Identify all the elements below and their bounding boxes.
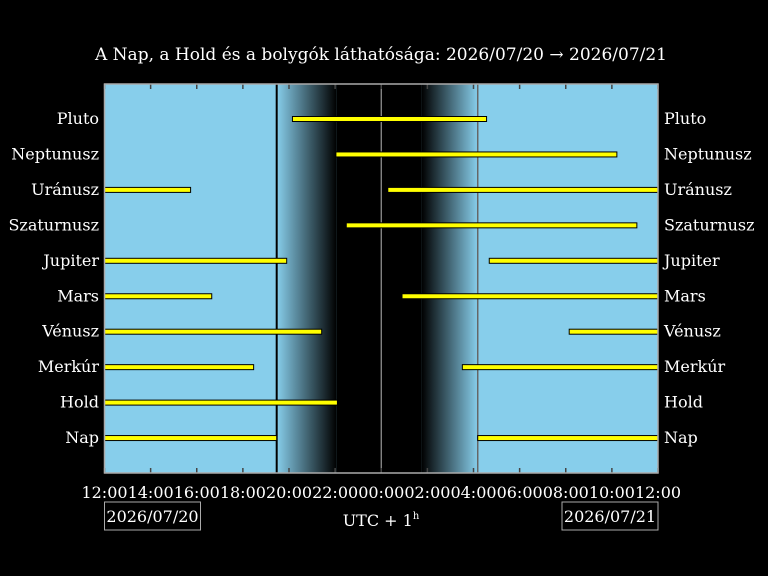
visibility-bar-Mars (401, 293, 659, 300)
x-tick-label: 20:00 (266, 483, 312, 502)
row-label-left: Vénusz (41, 322, 99, 341)
row-label-left: Uránusz (31, 180, 99, 199)
x-tick-label: 10:00 (589, 483, 635, 502)
row-label-right: Merkúr (664, 357, 726, 376)
plot-frame (103, 83, 659, 474)
chart-title: A Nap, a Hold és a bolygók láthatósága: … (94, 45, 667, 65)
date-left: 2026/07/20 (106, 507, 198, 526)
row-label-right: Pluto (664, 109, 706, 128)
x-tick-label: 12:00 (81, 483, 127, 502)
x-tick-labels: 12:00 14:00 16:00 18:00 20:00 22:00 00:00 02:00… (81, 483, 681, 502)
row-label-left: Pluto (57, 109, 99, 128)
visibility-bar-Hold (104, 399, 338, 406)
row-label-left: Neptunusz (11, 144, 99, 163)
row-label-right: Mars (664, 286, 706, 305)
x-axis-label: UTC + 1h (343, 511, 420, 530)
visibility-bar-Neptunusz (335, 151, 618, 158)
row-labels: Pluto Pluto Neptunusz Neptunusz Uránusz Uránu… (8, 109, 754, 447)
row-label-left: Nap (65, 428, 99, 447)
visibility-bar-Nap (104, 435, 278, 442)
visibility-bar-Jupiter (104, 257, 288, 264)
date-right: 2026/07/21 (564, 507, 656, 526)
date-left-box (104, 501, 201, 531)
x-tick-label: 00:00 (358, 483, 404, 502)
visibility-bar-Merkúr (461, 364, 659, 371)
row-label-right: Neptunusz (664, 144, 752, 163)
row-label-right: Szaturnusz (664, 215, 755, 234)
plot-area (103, 83, 659, 474)
visibility-bar-Nap (477, 435, 659, 442)
row-label-left: Merkúr (38, 357, 100, 376)
x-axis-label-main: UTC + 1 (343, 511, 413, 530)
visibility-bar-Mars (104, 293, 213, 300)
x-tick-label: 14:00 (128, 483, 174, 502)
visibility-bar-Vénusz (568, 328, 659, 335)
visibility-bar-Jupiter (488, 257, 659, 264)
date-right-box (561, 501, 659, 531)
x-tick-label: 16:00 (174, 483, 220, 502)
visibility-bar-Uránusz (387, 186, 659, 193)
x-tick-label: 22:00 (312, 483, 358, 502)
dusk-twilight (276, 84, 337, 473)
visibility-bar-Pluto (291, 116, 488, 122)
row-label-right: Nap (664, 428, 698, 447)
row-label-right: Hold (664, 393, 703, 412)
visibility-bar-Vénusz (104, 328, 323, 335)
x-axis-label-sup: h (413, 511, 420, 522)
row-label-left: Mars (57, 286, 99, 305)
x-tick-label: 04:00 (450, 483, 496, 502)
visibility-bar-Szaturnusz (345, 222, 638, 229)
visibility-bar-Merkúr (104, 364, 255, 371)
row-label-left: Szaturnusz (8, 215, 99, 234)
row-label-right: Jupiter (662, 251, 720, 270)
x-tick-label: 18:00 (220, 483, 266, 502)
x-tick-label: 08:00 (543, 483, 589, 502)
row-label-right: Vénusz (663, 322, 721, 341)
row-label-right: Uránusz (664, 180, 732, 199)
x-tick-label: 12:00 (635, 483, 681, 502)
visibility-bar-Uránusz (104, 186, 192, 193)
row-label-left: Jupiter (41, 251, 99, 270)
x-tick-label: 02:00 (404, 483, 450, 502)
night (336, 84, 422, 473)
x-tick-label: 06:00 (497, 483, 543, 502)
row-label-left: Hold (60, 393, 99, 412)
dawn-twilight (421, 84, 478, 473)
